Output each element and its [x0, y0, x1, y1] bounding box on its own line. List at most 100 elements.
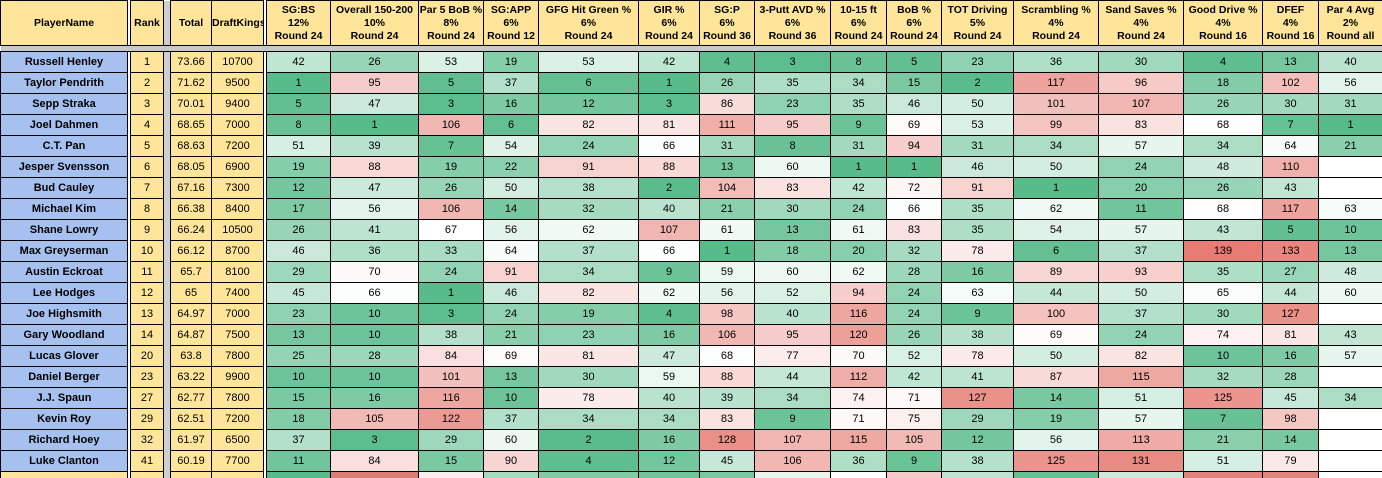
cell-bob[interactable]: 24	[887, 304, 942, 325]
cell-bob[interactable]: 32	[887, 241, 942, 262]
cell-sgapp[interactable]: 64	[484, 241, 539, 262]
cell-gooddrive[interactable]: 18	[1184, 73, 1263, 94]
header-gir[interactable]: GIR %6%Round 24	[639, 1, 700, 46]
cell-player-name[interactable]: Kevin Roy	[1, 409, 128, 430]
cell-putt3[interactable]: 106	[755, 451, 831, 472]
cell-sandsave[interactable]: 30	[1099, 52, 1184, 73]
cell-player-name[interactable]: Richard Hoey	[1, 430, 128, 451]
cell-bob[interactable]: 9	[887, 451, 942, 472]
cell-totdrive[interactable]: 31	[942, 136, 1014, 157]
cell-sgapp[interactable]: 46	[484, 283, 539, 304]
cell-scramble[interactable]: 101	[1014, 94, 1099, 115]
cell-dfef[interactable]: 117	[1263, 199, 1319, 220]
header-putt3[interactable]: 3-Putt AVD %6%Round 36	[755, 1, 831, 46]
cell-sandsave[interactable]: 50	[1099, 283, 1184, 304]
cell-bob[interactable]: 83	[887, 220, 942, 241]
cell-total[interactable]: 62.51	[171, 409, 212, 430]
cell-rank[interactable]: 1	[131, 52, 164, 73]
cell-totdrive[interactable]: 9	[942, 304, 1014, 325]
cell-par5bob[interactable]: 1	[419, 283, 484, 304]
cell-overall[interactable]: 10	[331, 304, 419, 325]
cell-sgbs[interactable]: 51	[267, 136, 331, 157]
cell-bob[interactable]: 26	[887, 325, 942, 346]
cell-par4[interactable]	[1319, 304, 1382, 325]
cell-par5bob[interactable]: 106	[419, 115, 484, 136]
header-gooddrive[interactable]: Good Drive %4%Round 16	[1184, 1, 1263, 46]
cell-overall[interactable]: 70	[331, 262, 419, 283]
cell-putt3[interactable]: 52	[755, 283, 831, 304]
cell-totdrive[interactable]: 41	[942, 367, 1014, 388]
cell-putt3[interactable]: 107	[755, 430, 831, 451]
cell-bob[interactable]: 1	[887, 157, 942, 178]
cell-sgbs[interactable]: 46	[267, 241, 331, 262]
cell-par5bob[interactable]: 101	[419, 367, 484, 388]
cell-putt3[interactable]: 60	[755, 262, 831, 283]
cell-total[interactable]: 65	[171, 283, 212, 304]
cell-ft1015[interactable]: 115	[831, 430, 887, 451]
cell-sandsave[interactable]: 131	[1099, 451, 1184, 472]
cell-gir[interactable]: 66	[639, 136, 700, 157]
cell-par4[interactable]: 34	[1319, 388, 1382, 409]
cell-sgapp[interactable]: 54	[484, 136, 539, 157]
cell-rank[interactable]: 5	[131, 136, 164, 157]
header-gfg[interactable]: GFG Hit Green %6%Round 24	[539, 1, 639, 46]
cell-ft1015[interactable]: 31	[831, 136, 887, 157]
cell-gooddrive[interactable]: 26	[1184, 178, 1263, 199]
cell-total[interactable]: 68.63	[171, 136, 212, 157]
cell-total[interactable]: 68.05	[171, 157, 212, 178]
cell-bob[interactable]: 105	[887, 430, 942, 451]
cell-gir[interactable]: 66	[639, 241, 700, 262]
cell-par5bob[interactable]: 26	[419, 178, 484, 199]
cell-rank[interactable]: 2	[131, 73, 164, 94]
cell-overall[interactable]: 95	[331, 73, 419, 94]
cell-sgp[interactable]: 106	[700, 325, 755, 346]
cell-gfg[interactable]: 82	[539, 115, 639, 136]
cell-sandsave[interactable]: 57	[1099, 136, 1184, 157]
cell-sgapp[interactable]: 16	[484, 94, 539, 115]
cell-dfef[interactable]: 45	[1263, 388, 1319, 409]
cell-gooddrive[interactable]: 139	[1184, 241, 1263, 262]
cell-draftkings[interactable]: 7000	[212, 304, 264, 325]
cell-scramble[interactable]: 62	[1014, 199, 1099, 220]
cell-rank[interactable]: 27	[131, 388, 164, 409]
cell-scramble[interactable]: 117	[1014, 73, 1099, 94]
cell-sandsave[interactable]: 83	[1099, 115, 1184, 136]
cell-gooddrive[interactable]: 7	[1184, 409, 1263, 430]
header-sandsave[interactable]: Sand Saves %4%Round 24	[1099, 1, 1184, 46]
cell-sgbs[interactable]: 5	[267, 94, 331, 115]
cell-gir[interactable]: 107	[639, 220, 700, 241]
cell-gfg[interactable]: 62	[539, 220, 639, 241]
cell-par4[interactable]	[1319, 451, 1382, 472]
cell-totdrive[interactable]: 50	[942, 94, 1014, 115]
cell-gir[interactable]: 4	[639, 304, 700, 325]
cell-sgbs[interactable]: 26	[267, 220, 331, 241]
cell-putt3[interactable]: 3	[755, 52, 831, 73]
cell-bob[interactable]: 69	[887, 115, 942, 136]
header-scramble[interactable]: Scrambling %4%Round 24	[1014, 1, 1099, 46]
cell-gfg[interactable]: 19	[539, 304, 639, 325]
cell-overall[interactable]: 10	[331, 325, 419, 346]
cell-sgapp[interactable]: 60	[484, 430, 539, 451]
cell-player-name[interactable]: Joe Highsmith	[1, 304, 128, 325]
cell-bob[interactable]: 42	[887, 367, 942, 388]
cell-player-name[interactable]: Lee Hodges	[1, 283, 128, 304]
cell-sgbs[interactable]: 17	[267, 199, 331, 220]
cell-ft1015[interactable]: 20	[831, 241, 887, 262]
cell-dfef[interactable]: 13	[1263, 52, 1319, 73]
cell-sandsave[interactable]: 107	[1099, 94, 1184, 115]
cell-sandsave[interactable]: 37	[1099, 241, 1184, 262]
cell-total[interactable]: 63.22	[171, 367, 212, 388]
cell-par5bob[interactable]: 122	[419, 409, 484, 430]
cell-sandsave[interactable]: 20	[1099, 178, 1184, 199]
cell-player-name[interactable]: Lucas Glover	[1, 346, 128, 367]
cell-gir[interactable]: 40	[639, 199, 700, 220]
cell-gfg[interactable]: 23	[539, 325, 639, 346]
cell-ft1015[interactable]: 61	[831, 220, 887, 241]
cell-ft1015[interactable]: 62	[831, 262, 887, 283]
cell-total[interactable]: 66.38	[171, 199, 212, 220]
cell-overall[interactable]: 16	[331, 388, 419, 409]
